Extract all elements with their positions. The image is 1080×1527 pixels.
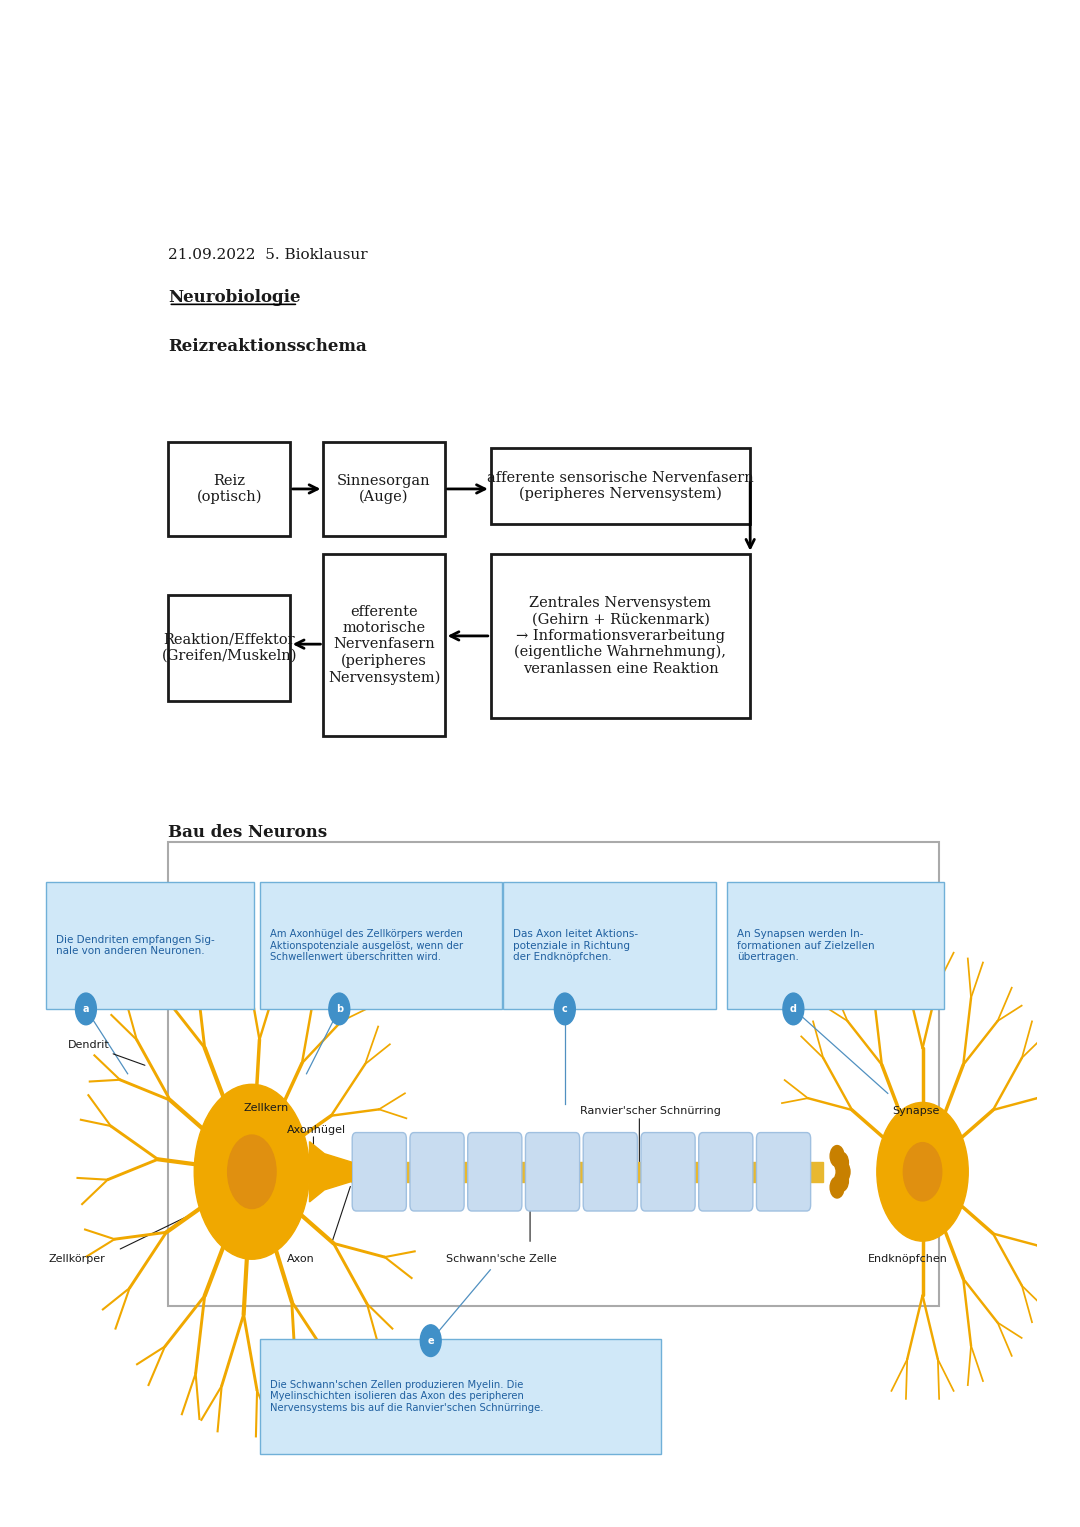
Text: An Synapsen werden In-
formationen auf Zielzellen
übertragen.: An Synapsen werden In- formationen auf Z… (737, 928, 875, 962)
FancyBboxPatch shape (168, 594, 289, 701)
Circle shape (194, 1084, 310, 1260)
FancyBboxPatch shape (490, 554, 751, 718)
FancyBboxPatch shape (699, 1133, 753, 1211)
FancyBboxPatch shape (352, 1133, 406, 1211)
Circle shape (835, 1170, 849, 1191)
Text: Schwann'sche Zelle: Schwann'sche Zelle (446, 1254, 556, 1264)
Circle shape (554, 993, 576, 1025)
Circle shape (831, 1145, 845, 1167)
Text: b: b (336, 1003, 342, 1014)
FancyBboxPatch shape (503, 883, 716, 1009)
FancyBboxPatch shape (168, 441, 289, 536)
Text: Reiz
(optisch): Reiz (optisch) (197, 473, 262, 504)
Text: Zellkörper: Zellkörper (49, 1254, 105, 1264)
FancyBboxPatch shape (640, 1133, 696, 1211)
Text: Dendrit: Dendrit (68, 1040, 145, 1066)
FancyBboxPatch shape (351, 1162, 823, 1182)
Text: Reaktion/Effektor
(Greifen/Muskeln): Reaktion/Effektor (Greifen/Muskeln) (161, 632, 297, 663)
Text: Zellkern: Zellkern (244, 1104, 289, 1113)
FancyBboxPatch shape (526, 1133, 580, 1211)
FancyBboxPatch shape (410, 1133, 464, 1211)
Text: e: e (428, 1336, 434, 1345)
FancyBboxPatch shape (323, 554, 445, 736)
Text: d: d (789, 1003, 797, 1014)
Text: Synapse: Synapse (893, 1107, 940, 1116)
FancyBboxPatch shape (260, 1339, 661, 1454)
FancyBboxPatch shape (46, 883, 254, 1009)
Circle shape (831, 1177, 845, 1199)
Text: c: c (562, 1003, 568, 1014)
Text: Axonhügel: Axonhügel (286, 1124, 346, 1135)
FancyBboxPatch shape (323, 441, 445, 536)
Text: efferente
motorische
Nervenfasern
(peripheres
Nervensystem): efferente motorische Nervenfasern (perip… (328, 605, 441, 684)
Circle shape (76, 993, 96, 1025)
FancyBboxPatch shape (756, 1133, 811, 1211)
Text: Reizreaktionsschema: Reizreaktionsschema (168, 339, 367, 356)
Polygon shape (310, 1142, 351, 1202)
Text: 21.09.2022  5. Bioklausur: 21.09.2022 5. Bioklausur (168, 247, 368, 263)
Text: Axon: Axon (286, 1254, 314, 1264)
Text: a: a (83, 1003, 90, 1014)
Circle shape (420, 1325, 441, 1356)
Text: afferente sensorische Nervenfasern
(peripheres Nervensystem): afferente sensorische Nervenfasern (peri… (487, 470, 754, 501)
Circle shape (329, 993, 350, 1025)
FancyBboxPatch shape (727, 883, 944, 1009)
Circle shape (903, 1142, 942, 1200)
Circle shape (877, 1102, 969, 1241)
Text: Die Schwann'schen Zellen produzieren Myelin. Die
Myelinschichten isolieren das A: Die Schwann'schen Zellen produzieren Mye… (270, 1380, 543, 1412)
FancyBboxPatch shape (260, 883, 502, 1009)
Text: Endknöpfchen: Endknöpfchen (868, 1254, 948, 1264)
Text: Die Dendriten empfangen Sig-
nale von anderen Neuronen.: Die Dendriten empfangen Sig- nale von an… (56, 935, 215, 956)
Circle shape (835, 1153, 849, 1173)
Text: Sinnesorgan
(Auge): Sinnesorgan (Auge) (337, 473, 431, 504)
Text: Bau des Neurons: Bau des Neurons (168, 825, 327, 841)
Text: Neurobiologie: Neurobiologie (168, 289, 301, 305)
Text: Ranvier'scher Schnürring: Ranvier'scher Schnürring (580, 1107, 720, 1116)
Circle shape (783, 993, 804, 1025)
Circle shape (228, 1135, 276, 1208)
Text: Am Axonhügel des Zellkörpers werden
Aktionspotenziale ausgelöst, wenn der
Schwel: Am Axonhügel des Zellkörpers werden Akti… (270, 928, 463, 962)
Circle shape (836, 1161, 850, 1182)
Text: Das Axon leitet Aktions-
potenziale in Richtung
der Endknöpfchen.: Das Axon leitet Aktions- potenziale in R… (513, 928, 638, 962)
Text: Zentrales Nervensystem
(Gehirn + Rückenmark)
→ Informationsverarbeitung
(eigentl: Zentrales Nervensystem (Gehirn + Rückenm… (514, 596, 727, 675)
FancyBboxPatch shape (168, 841, 939, 1306)
FancyBboxPatch shape (583, 1133, 637, 1211)
FancyBboxPatch shape (468, 1133, 522, 1211)
FancyBboxPatch shape (490, 447, 751, 524)
